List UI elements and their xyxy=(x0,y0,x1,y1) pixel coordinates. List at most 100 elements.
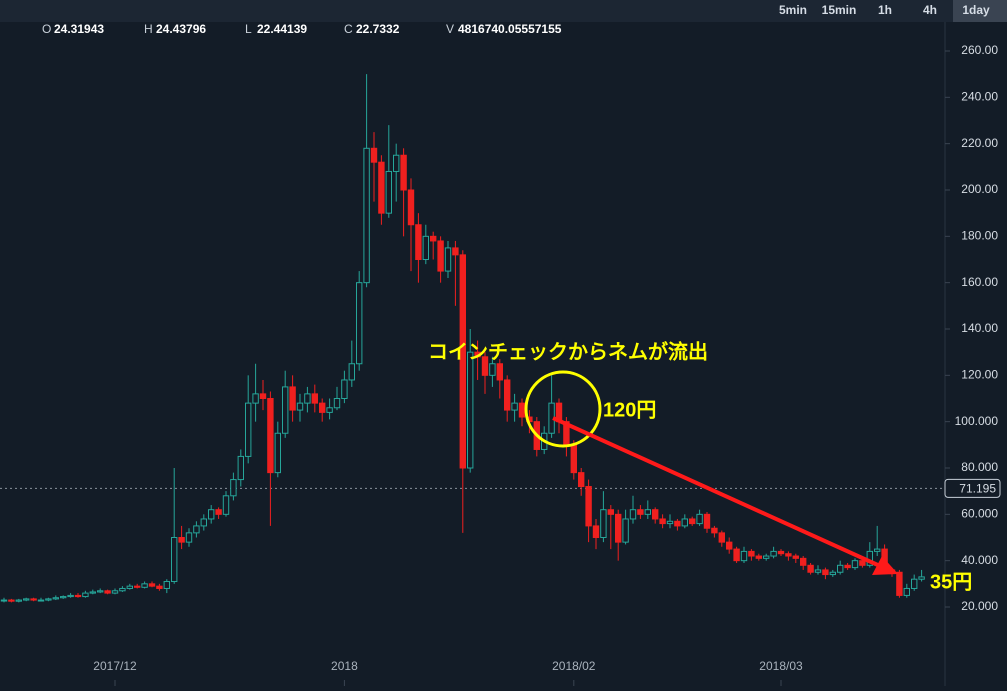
candle-body xyxy=(30,598,37,601)
candle-body xyxy=(681,518,688,527)
candle-body xyxy=(89,591,96,594)
candle-body xyxy=(859,560,866,566)
candle-body xyxy=(341,379,348,399)
candle-body xyxy=(370,147,378,163)
candle-body xyxy=(800,557,807,566)
candle-body xyxy=(119,587,126,592)
candle-body xyxy=(185,532,193,543)
header-label: C xyxy=(344,22,353,36)
candle-body xyxy=(763,555,770,559)
header-value: 24.43796 xyxy=(156,22,206,36)
arrow-head xyxy=(872,556,898,575)
y-tick-label: 260.00 xyxy=(961,43,998,57)
last-price-box xyxy=(944,478,1001,498)
candle-body xyxy=(296,402,304,411)
candle-body xyxy=(52,597,59,600)
timeframe-button[interactable]: 5min xyxy=(779,3,807,17)
candle-body xyxy=(711,527,718,534)
candle-body xyxy=(652,509,659,520)
y-tick-label: 40.000 xyxy=(961,553,998,567)
candle-body xyxy=(45,598,52,601)
candle-body xyxy=(193,525,200,534)
candle-body xyxy=(333,397,341,409)
toolbar xyxy=(0,0,1007,22)
candle-body xyxy=(837,564,844,573)
header-value: 4816740.05557155 xyxy=(458,22,562,36)
candle-body xyxy=(348,363,356,381)
candle-body xyxy=(222,495,230,515)
candle-body xyxy=(504,379,511,411)
candle-body xyxy=(785,553,792,557)
candle-body xyxy=(570,444,577,474)
candle-body xyxy=(481,356,489,376)
y-tick-label: 240.00 xyxy=(961,89,998,103)
candle-body xyxy=(444,247,452,272)
candle-body xyxy=(82,592,89,598)
timeframe-button[interactable]: 1day xyxy=(962,3,990,17)
candle-body xyxy=(0,599,8,602)
last-price-label: 71.195 xyxy=(959,482,996,496)
candle-body xyxy=(437,240,444,272)
timeframe-buttons: 5min 15min 1h 4h 1day xyxy=(779,0,1007,22)
candle-body xyxy=(274,432,282,474)
candle-body xyxy=(452,247,459,256)
candle-body xyxy=(666,520,674,525)
candles xyxy=(0,74,925,603)
candle-body xyxy=(474,351,481,358)
candle-body xyxy=(748,550,755,557)
candle-body xyxy=(267,397,274,474)
candle-body xyxy=(644,509,651,515)
candle-body xyxy=(874,548,881,552)
candle-body xyxy=(718,532,725,543)
candle-body xyxy=(178,536,185,543)
x-tick-label: 2018/03 xyxy=(759,659,803,673)
candle-body xyxy=(230,479,237,497)
header-label: O xyxy=(42,22,51,36)
timeframe-button[interactable]: 15min xyxy=(822,3,857,17)
candle-body xyxy=(289,386,296,411)
candle-body xyxy=(726,541,733,550)
y-tick-label: 20.000 xyxy=(961,599,998,613)
candle-body xyxy=(156,585,163,589)
candle-body xyxy=(578,472,585,488)
candle-body xyxy=(148,583,156,587)
y-tick-label: 80.000 xyxy=(961,460,998,474)
x-tick-label: 2017/12 xyxy=(93,659,137,673)
candle-body xyxy=(696,513,703,525)
y-tick-label: 120.00 xyxy=(961,368,998,382)
header-label: L xyxy=(245,22,252,36)
candle-body xyxy=(615,513,622,543)
candle-body xyxy=(171,536,178,583)
candle-body xyxy=(585,486,592,527)
candle-body xyxy=(378,161,385,214)
candle-body xyxy=(215,509,222,515)
candle-body xyxy=(67,594,74,598)
candle-body xyxy=(422,235,430,260)
grid: 20.000 40.000 60.000 80.000 100.000 120.00 140… xyxy=(0,43,1001,686)
active-timeframe-bg xyxy=(953,0,1007,22)
header-label: H xyxy=(144,22,153,36)
candle-body xyxy=(282,386,289,434)
candle-body xyxy=(111,590,119,594)
timeframe-button[interactable]: 1h xyxy=(878,3,892,17)
candle-body xyxy=(252,393,259,404)
candle-body xyxy=(208,509,215,520)
candle-body xyxy=(792,555,799,559)
candle-body xyxy=(674,520,681,527)
candle-body xyxy=(851,560,859,569)
candle-body xyxy=(496,363,504,381)
candle-body xyxy=(430,235,437,242)
high-annotation: 120円 xyxy=(603,399,656,421)
header-value: 22.44139 xyxy=(257,22,307,36)
candle-body xyxy=(740,550,748,562)
candle-body xyxy=(363,147,370,284)
candle-body xyxy=(393,154,400,172)
candle-body xyxy=(319,402,326,413)
candle-body xyxy=(104,590,111,594)
timeframe-button[interactable]: 4h xyxy=(923,3,937,17)
candle-body xyxy=(259,393,267,399)
candle-body xyxy=(37,599,45,602)
low-annotation: 35円 xyxy=(930,571,972,593)
candle-body xyxy=(777,550,785,555)
candle-body xyxy=(511,402,518,411)
